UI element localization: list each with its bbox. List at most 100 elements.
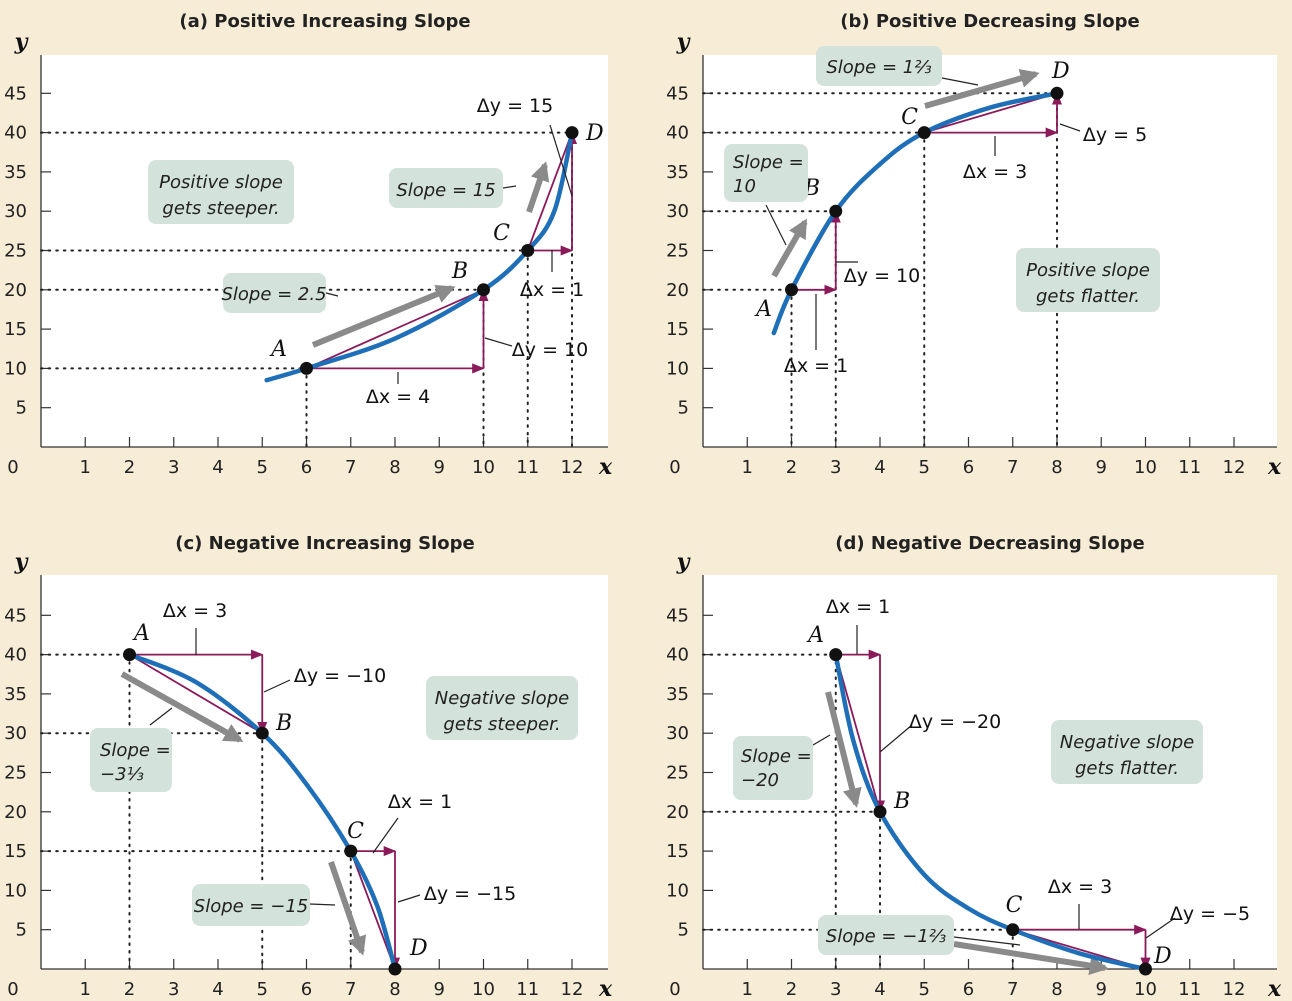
x-tick-label: 7	[345, 457, 356, 478]
secant-line	[306, 288, 484, 370]
x-tick-label: 9	[1096, 457, 1107, 478]
x-tick-label: 4	[874, 457, 885, 478]
x-tick-label: 0	[7, 979, 18, 1000]
y-tick-label: 30	[666, 723, 689, 744]
y-tick-label: 40	[4, 645, 27, 666]
x-axis-label: x	[1267, 454, 1282, 480]
y-axis-label: y	[676, 549, 692, 575]
annotation-line: gets flatter.	[1075, 758, 1179, 779]
point-label-d: D	[409, 936, 428, 961]
point-label-a: A	[132, 621, 150, 646]
x-tick-label: 2	[124, 979, 135, 1000]
data-point-d	[1050, 86, 1064, 100]
y-tick-label: 5	[16, 398, 27, 419]
delta-y-label: Δy = 5	[1083, 124, 1147, 146]
y-tick-label: 45	[4, 83, 27, 104]
slope-label: Slope = −20	[741, 746, 812, 791]
slope-label: Slope = 1⅔	[826, 57, 931, 78]
y-tick-label: 35	[666, 162, 689, 183]
y-tick-label: 45	[666, 605, 689, 626]
delta-x-label: Δx = 1	[826, 596, 890, 618]
y-tick-label: 15	[666, 841, 689, 862]
y-axis-label: y	[14, 29, 30, 55]
x-tick-label: 1	[80, 979, 91, 1000]
x-tick-label: 7	[1007, 457, 1018, 478]
x-tick-label: 5	[919, 457, 930, 478]
x-tick-label: 2	[124, 457, 135, 478]
y-axis-label: y	[14, 549, 30, 575]
slope-callout	[818, 915, 954, 955]
slope-callout	[389, 168, 503, 208]
secant-line	[834, 654, 881, 813]
y-tick-label: 25	[666, 763, 689, 784]
x-tick-label: 4	[212, 457, 223, 478]
x-tick-label: 11	[1178, 979, 1201, 1000]
y-tick-label: 25	[4, 763, 27, 784]
y-tick-label: 15	[4, 841, 27, 862]
y-tick-label: 20	[4, 802, 27, 823]
y-tick-label: 45	[666, 83, 689, 104]
x-tick-label: 12	[561, 457, 584, 478]
x-tick-label: 6	[301, 457, 312, 478]
point-label-c: C	[1006, 893, 1023, 918]
y-tick-label: 40	[666, 645, 689, 666]
point-label-d: D	[1051, 59, 1070, 84]
x-tick-label: 3	[830, 979, 841, 1000]
point-label-a: A	[754, 297, 772, 322]
y-tick-label: 10	[4, 358, 27, 379]
x-tick-label: 8	[1051, 457, 1062, 478]
y-tick-label: 35	[666, 684, 689, 705]
slope-direction-arrow	[120, 671, 244, 743]
delta-y-leader	[879, 724, 913, 753]
x-tick-label: 0	[669, 457, 680, 478]
delta-x-label: Δx = 3	[163, 600, 227, 622]
x-tick-label: 1	[80, 457, 91, 478]
x-tick-label: 4	[874, 979, 885, 1000]
delta-y-leader	[397, 894, 421, 903]
y-tick-label: 20	[4, 280, 27, 301]
slope-callout	[816, 46, 942, 86]
delta-y-leader	[1059, 123, 1081, 132]
point-label-a: A	[806, 623, 824, 648]
delta-x-label: Δx = 4	[366, 386, 430, 408]
data-point-c	[521, 244, 535, 257]
data-point-d	[388, 962, 402, 976]
y-tick-label: 10	[666, 880, 689, 901]
slope-callout	[733, 736, 813, 800]
annotation-line: Positive slope	[1026, 260, 1150, 281]
y-tick-label: 25	[4, 241, 27, 262]
data-point-a	[300, 361, 313, 375]
data-point-c	[917, 126, 931, 140]
x-tick-label: 9	[434, 457, 445, 478]
point-label-c: C	[493, 221, 510, 246]
slope-label: Slope = 15	[396, 180, 495, 201]
data-point-d	[565, 126, 579, 140]
delta-y-leader	[549, 124, 573, 197]
panel-title: (d) Negative Decreasing Slope	[835, 533, 1144, 554]
x-tick-label: 11	[516, 979, 539, 1000]
delta-y-leader	[263, 679, 291, 693]
data-point-a	[123, 648, 136, 662]
delta-y-leader	[484, 337, 513, 347]
slope-leader	[941, 77, 979, 86]
annotation-line: gets flatter.	[1036, 286, 1140, 307]
x-tick-label: 10	[472, 979, 495, 1000]
slope-direction-arrow	[771, 218, 808, 278]
x-tick-label: 10	[1134, 979, 1157, 1000]
slope-callout	[223, 273, 326, 313]
annotation-box	[148, 160, 294, 224]
data-point-b	[873, 805, 887, 819]
slope-leader	[309, 903, 336, 906]
data-point-b	[255, 726, 269, 740]
x-axis-label: x	[1267, 976, 1282, 1001]
secant-line	[129, 653, 263, 734]
slope-leader	[953, 936, 1021, 946]
annotation-line: Positive slope	[159, 172, 283, 193]
secant-line	[923, 92, 1058, 134]
delta-y-label: Δy = 15	[477, 95, 553, 117]
slope-label: Slope = −1⅔	[826, 926, 946, 947]
annotation-line: Negative slope	[435, 688, 569, 709]
x-axis-label: x	[598, 454, 613, 480]
